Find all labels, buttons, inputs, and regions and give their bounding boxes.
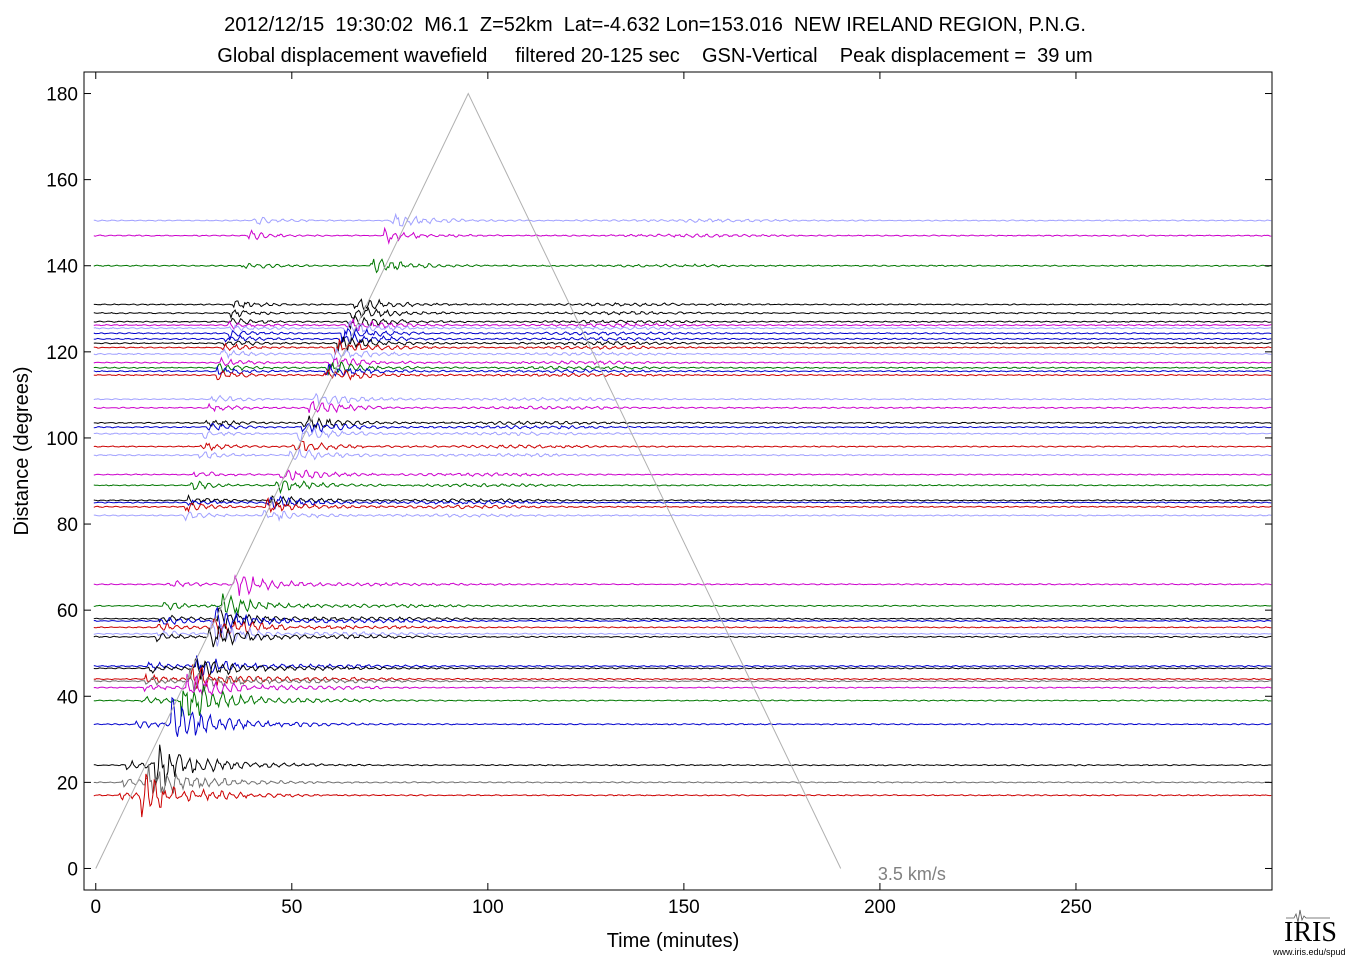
seismogram-trace <box>93 361 1272 376</box>
seismogram-trace <box>93 315 1272 330</box>
seismogram-trace <box>93 400 1272 414</box>
seismogram-trace <box>93 510 1272 522</box>
x-axis: 0 50 100 150 200 250 <box>90 72 1092 918</box>
seismogram-trace <box>93 226 1272 245</box>
seismogram-trace <box>93 685 1272 717</box>
traces-layer <box>93 212 1272 818</box>
seismogram-trace <box>93 421 1272 434</box>
x-tick-label: 100 <box>472 897 504 918</box>
x-tick-label: 250 <box>1060 897 1092 918</box>
y-axis: 0 20 40 60 80 100 120 140 160 180 <box>46 85 1272 880</box>
seismogram-trace <box>93 493 1272 507</box>
seismogram-trace <box>93 773 1272 818</box>
x-tick-label: 200 <box>864 897 896 918</box>
seismogram-trace <box>93 336 1272 352</box>
seismogram-trace <box>93 696 1272 737</box>
seismogram-trace <box>93 744 1272 786</box>
iris-logo-text: IRIS <box>1284 917 1337 948</box>
seismogram-trace <box>93 363 1272 377</box>
reference-line <box>95 92 842 869</box>
seismogram-trace <box>93 574 1272 596</box>
seismogram-trace <box>93 605 1272 634</box>
seismogram-trace <box>93 338 1272 355</box>
y-tick-label: 40 <box>57 687 78 708</box>
seismogram-trace <box>93 415 1272 429</box>
seismogram-trace <box>93 480 1272 495</box>
y-tick-label: 0 <box>67 859 78 880</box>
seismogram-trace <box>93 664 1272 689</box>
seismogram-trace <box>93 496 1272 514</box>
y-tick-label: 140 <box>46 257 78 278</box>
seismogram-trace <box>93 318 1272 332</box>
seismogram-trace <box>93 356 1272 371</box>
plot-frame <box>83 71 1273 891</box>
seismogram-trace <box>93 625 1272 648</box>
reference-line-layer <box>95 92 842 869</box>
y-tick-label: 180 <box>46 85 78 106</box>
y-tick-label: 120 <box>46 343 78 364</box>
iris-logo-icon <box>1286 909 1330 923</box>
seismogram-trace <box>93 392 1272 406</box>
seismogram-trace <box>93 667 1272 694</box>
chart-subtitle: Global displacement wavefield filtered 2… <box>217 45 1093 67</box>
y-tick-label: 20 <box>57 773 78 794</box>
x-tick-label: 150 <box>668 897 700 918</box>
iris-url: www.iris.edu/spud <box>1273 947 1346 957</box>
seismogram-trace <box>93 327 1272 342</box>
seismogram-trace <box>93 368 1272 381</box>
seismogram-trace <box>93 212 1272 227</box>
x-tick-label: 50 <box>281 897 302 918</box>
y-tick-label: 100 <box>46 429 78 450</box>
seismogram-trace <box>93 426 1272 442</box>
y-tick-label: 160 <box>46 171 78 192</box>
seismogram-trace <box>93 655 1272 677</box>
seismogram-trace <box>93 440 1272 452</box>
seismogram-trace <box>93 607 1272 629</box>
seismogram-trace <box>93 673 1272 697</box>
seismogram-trace <box>93 593 1272 615</box>
velocity-annotation: 3.5 km/s <box>878 864 946 884</box>
seismogram-trace <box>93 469 1272 481</box>
y-tick-label: 80 <box>57 515 78 536</box>
seismogram-trace <box>93 657 1272 680</box>
seismogram-trace <box>93 320 1272 338</box>
seismogram-trace <box>93 331 1272 347</box>
seismogram-trace <box>93 347 1272 362</box>
x-axis-label: Time (minutes) <box>607 930 740 952</box>
y-axis-label: Distance (degrees) <box>11 367 33 536</box>
seismogram-trace <box>93 618 1272 639</box>
seismogram-trace <box>93 298 1272 313</box>
x-tick-label: 0 <box>90 897 101 918</box>
chart-title: 2012/12/15 19:30:02 M6.1 Z=52km Lat=-4.6… <box>224 14 1086 36</box>
seismogram-trace <box>93 495 1272 510</box>
seismogram-trace <box>93 448 1272 461</box>
seismogram-trace <box>93 306 1272 320</box>
seismogram-trace <box>93 764 1272 795</box>
seismogram-trace <box>93 258 1272 274</box>
seismogram-trace <box>93 619 1272 647</box>
y-tick-label: 60 <box>57 601 78 622</box>
